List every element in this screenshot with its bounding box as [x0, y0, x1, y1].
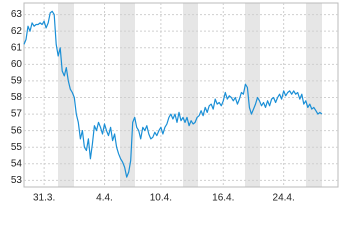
x-tick-label: 16.4.: [212, 193, 234, 204]
chart: 53 54 55 56 57 58 59 60 61 62 63 31.3. 4.4. 10.4. 16.4…: [11, 2, 339, 204]
y-tick-label: 55: [11, 142, 23, 153]
price-line: [23, 10, 323, 178]
y-tick-label: 58: [11, 92, 23, 103]
y-tick-label: 57: [11, 109, 23, 120]
band: [306, 3, 322, 187]
band: [183, 3, 198, 187]
x-tick-label: 24.4.: [273, 193, 295, 204]
band: [120, 3, 135, 187]
x-tick-label: 31.3.: [33, 193, 55, 204]
band: [58, 3, 74, 187]
y-tick-label: 63: [11, 9, 23, 20]
y-tick-label: 61: [11, 42, 23, 53]
y-tick-label: 53: [11, 175, 23, 186]
plot-frame: [23, 2, 339, 188]
x-tick-label: 10.4.: [150, 193, 172, 204]
y-tick-label: 54: [11, 158, 23, 169]
y-tick-label: 56: [11, 125, 23, 136]
band: [245, 3, 260, 187]
x-tick-label: 4.4.: [96, 193, 113, 204]
y-tick-label: 62: [11, 26, 23, 37]
y-tick-label: 59: [11, 76, 23, 87]
y-tick-label: 60: [11, 59, 23, 70]
